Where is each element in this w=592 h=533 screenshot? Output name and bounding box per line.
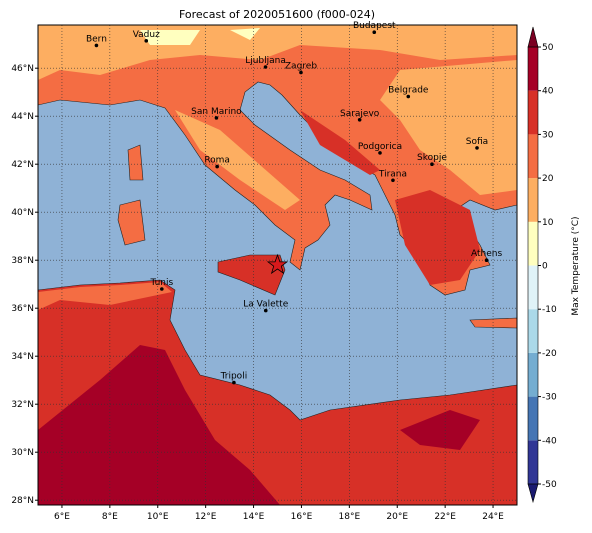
y-tick-label: 36°N: [11, 304, 34, 314]
y-tick-label: 32°N: [11, 400, 34, 410]
colorbar-band: [528, 221, 538, 266]
colorbar-tick-label: -30: [542, 393, 557, 403]
x-tick-label: 16°E: [291, 512, 313, 522]
city-dot: [484, 258, 489, 263]
hot-zone: [300, 110, 380, 175]
x-tick-label: 14°E: [243, 512, 265, 522]
city-label: Belgrade: [388, 86, 429, 96]
colorbar-band: [528, 47, 538, 91]
y-tick-label: 28°N: [11, 496, 34, 506]
coast-strip: [38, 282, 172, 310]
colorbar-band: [528, 309, 538, 353]
x-tick-label: 18°E: [339, 512, 361, 522]
colorbar-tick-label: -50: [542, 480, 557, 490]
x-tick-label: 12°E: [195, 512, 217, 522]
city-label: La Valette: [243, 300, 288, 310]
city-label: Sofia: [466, 137, 488, 147]
city-dot: [406, 94, 411, 99]
colorbar-tick-label: -40: [542, 436, 557, 446]
marker-star: [266, 253, 289, 275]
colorbar-over: [527, 26, 539, 48]
city-label: Tirana: [378, 169, 407, 179]
city-dot: [263, 308, 268, 313]
colorbar-band: [528, 396, 538, 441]
city-dot: [232, 380, 236, 385]
land: [38, 25, 517, 505]
colorbar-tick-label: 10: [542, 218, 554, 228]
city-label: Vaduz: [133, 30, 160, 40]
colorbar-band: [528, 90, 538, 135]
city-dot: [263, 65, 268, 69]
colorbar-label: Max Temperature (°C): [571, 216, 581, 315]
y-tick-label: 44°N: [11, 112, 34, 122]
title: Forecast of 2020051600 (f000-024): [179, 8, 375, 21]
colorbar-band: [528, 440, 538, 484]
colorbar-tick-label: 50: [542, 43, 554, 53]
crete: [469, 317, 517, 329]
x-tick-label: 20°E: [386, 512, 408, 522]
city-label: Tripoli: [220, 372, 248, 382]
city-dot: [357, 118, 362, 122]
colorbar-band: [528, 352, 538, 397]
y-tick-label: 38°N: [11, 256, 34, 266]
hot-zone: [395, 190, 480, 285]
city-label: Bern: [86, 34, 107, 44]
colorbar-tick-label: -10: [542, 305, 557, 315]
warm-zone: [380, 60, 517, 195]
y-tick-label: 46°N: [11, 64, 34, 74]
city-label: Athens: [471, 249, 502, 259]
city-label: Sarajevo: [340, 109, 380, 119]
city-label: Budapest: [353, 21, 396, 31]
city-label: Zagreb: [285, 62, 317, 72]
map-frame: [37, 24, 518, 506]
city-label: Roma: [204, 156, 230, 166]
city-label: Skopje: [417, 153, 447, 163]
desert-hot: [38, 345, 280, 505]
y-tick-label: 40°N: [11, 208, 34, 218]
city-dot: [144, 39, 149, 43]
y-tick-label: 42°N: [11, 160, 34, 170]
colorbar-tick-label: 40: [542, 87, 554, 97]
city-dot: [430, 162, 434, 166]
colorbar-tick-label: 0: [542, 262, 548, 272]
y-tick-label: 30°N: [11, 448, 34, 458]
city-dot: [378, 151, 382, 155]
x-tick-label: 22°E: [434, 512, 456, 522]
colorbar-band: [528, 265, 538, 310]
city-dot: [94, 43, 99, 48]
colorbar-tick-label: 20: [542, 174, 554, 184]
city-dot: [372, 30, 377, 34]
city-dot: [475, 146, 479, 150]
sicily: [217, 254, 286, 296]
colorbar-band: [528, 134, 538, 179]
city-label: Ljubljana: [245, 56, 286, 66]
y-tick-label: 34°N: [11, 352, 34, 362]
city-dot: [391, 178, 395, 183]
city-dot: [214, 116, 219, 120]
desert-hot: [400, 410, 480, 450]
colorbar-tick-label: 30: [542, 130, 554, 140]
warm-zone: [175, 110, 300, 210]
cool-zone: [140, 28, 260, 45]
x-tick-label: 24°E: [482, 512, 504, 522]
graticule: [38, 25, 517, 505]
city-label: San Marino: [191, 107, 242, 117]
city-dot: [215, 164, 219, 169]
x-tick-label: 8°E: [102, 512, 118, 522]
corsica: [127, 144, 144, 181]
colorbar-tick-label: -20: [542, 349, 557, 359]
x-tick-label: 10°E: [147, 512, 169, 522]
sardinia: [117, 199, 146, 246]
city-dot: [160, 287, 164, 291]
city-label: Tunis: [149, 278, 173, 288]
x-tick-label: 6°E: [54, 512, 70, 522]
colorbar-under: [527, 483, 539, 504]
colorbar-band: [528, 178, 538, 222]
city-dot: [299, 70, 303, 75]
city-label: Podgorica: [358, 142, 402, 152]
